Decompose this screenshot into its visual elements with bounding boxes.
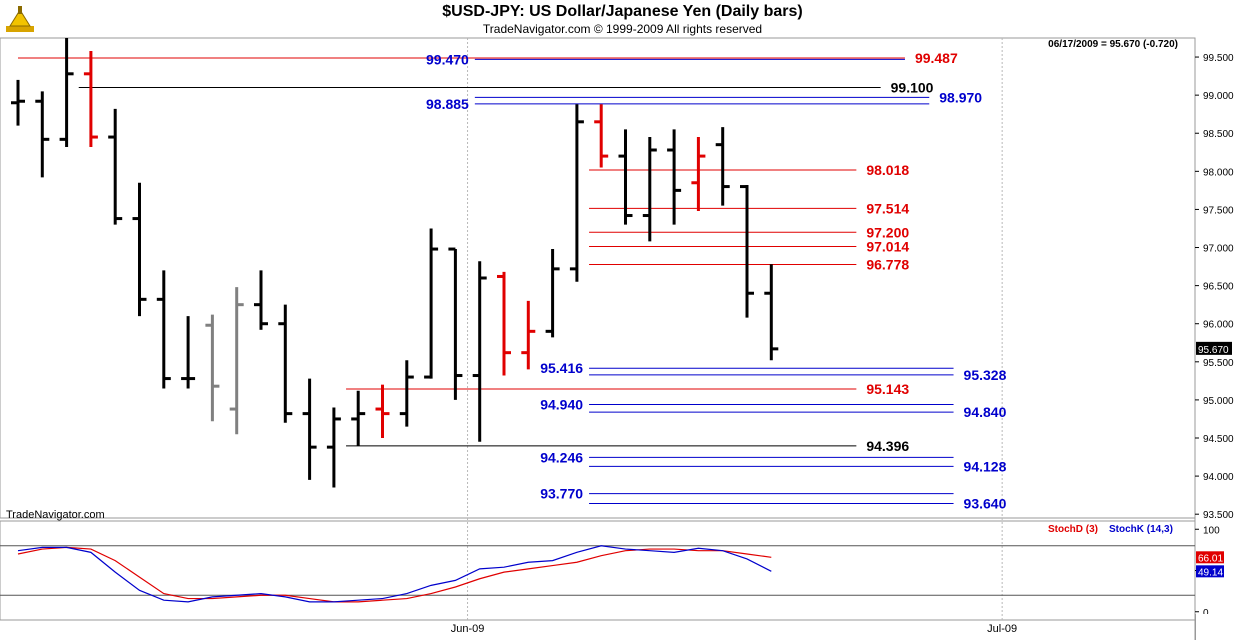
y-tick-label: 98.000 <box>1203 167 1234 178</box>
y-tick-label: 97.000 <box>1203 244 1234 255</box>
y-tick-label: 94.000 <box>1203 472 1234 483</box>
level-label: 95.143 <box>866 381 909 397</box>
y-tick-label: 95.500 <box>1203 358 1234 369</box>
level-label: 94.396 <box>866 438 909 454</box>
stoch-d-value-label: 66.01 <box>1198 553 1223 564</box>
corner-box <box>1195 614 1245 640</box>
osc-y-tick-label: 100 <box>1203 525 1220 536</box>
stoch-d-line <box>17 546 772 603</box>
legend-stoch-d: StochD (3) <box>1048 524 1098 535</box>
y-tick-label: 99.500 <box>1203 53 1234 64</box>
level-label: 98.885 <box>426 96 469 112</box>
trade-navigator-logo-icon <box>6 6 34 32</box>
level-label: 93.770 <box>540 486 583 502</box>
level-label: 94.128 <box>964 458 1007 474</box>
y-tick-label: 98.500 <box>1203 129 1234 140</box>
stoch-d-value-flag <box>1196 551 1224 564</box>
level-label: 95.328 <box>964 367 1007 383</box>
stoch-k-value-label: 49.14 <box>1198 567 1223 578</box>
y-tick-label: 96.000 <box>1203 320 1234 331</box>
level-label: 94.246 <box>540 449 583 465</box>
y-tick-label: 97.500 <box>1203 205 1234 216</box>
osc-y-tick-label: 0 <box>1203 608 1209 619</box>
x-tick-label: Jun-09 <box>451 623 485 635</box>
y-tick-label: 99.000 <box>1203 91 1234 102</box>
last-price-label: 95.670 <box>1198 345 1229 356</box>
y-tick-label: 94.500 <box>1203 434 1234 445</box>
level-label: 98.018 <box>866 162 909 178</box>
y-tick-label: 95.000 <box>1203 396 1234 407</box>
level-label: 97.200 <box>866 224 909 240</box>
level-label: 99.487 <box>915 50 958 66</box>
watermark-text: TradeNavigator.com <box>6 509 105 521</box>
status-readout: 06/17/2009 = 95.670 (-0.720) <box>1048 39 1178 50</box>
level-label: 93.640 <box>964 496 1007 512</box>
chart-title: $USD-JPY: US Dollar/Japanese Yen (Daily … <box>442 3 803 20</box>
level-label: 94.940 <box>540 396 583 412</box>
x-tick-label: Jul-09 <box>987 623 1017 635</box>
oscillator-pane-frame <box>0 520 1196 621</box>
level-label: 94.840 <box>964 404 1007 420</box>
level-label: 96.778 <box>866 256 909 272</box>
level-label: 97.514 <box>866 200 909 216</box>
level-label: 98.970 <box>939 89 982 105</box>
stoch-k-value-flag <box>1196 565 1224 578</box>
y-tick-label: 93.500 <box>1203 510 1234 521</box>
y-tick-label: 96.500 <box>1203 282 1234 293</box>
legend-stoch-k: StochK (14,3) <box>1109 524 1173 535</box>
chart-subtitle: TradeNavigator.com © 1999-2009 All right… <box>482 22 763 36</box>
level-label: 97.014 <box>866 238 909 254</box>
last-price-flag <box>1196 341 1232 355</box>
stoch-k-line <box>17 545 772 603</box>
level-label: 99.470 <box>426 51 469 67</box>
level-label: 99.100 <box>891 80 934 96</box>
level-label: 95.416 <box>540 360 583 376</box>
